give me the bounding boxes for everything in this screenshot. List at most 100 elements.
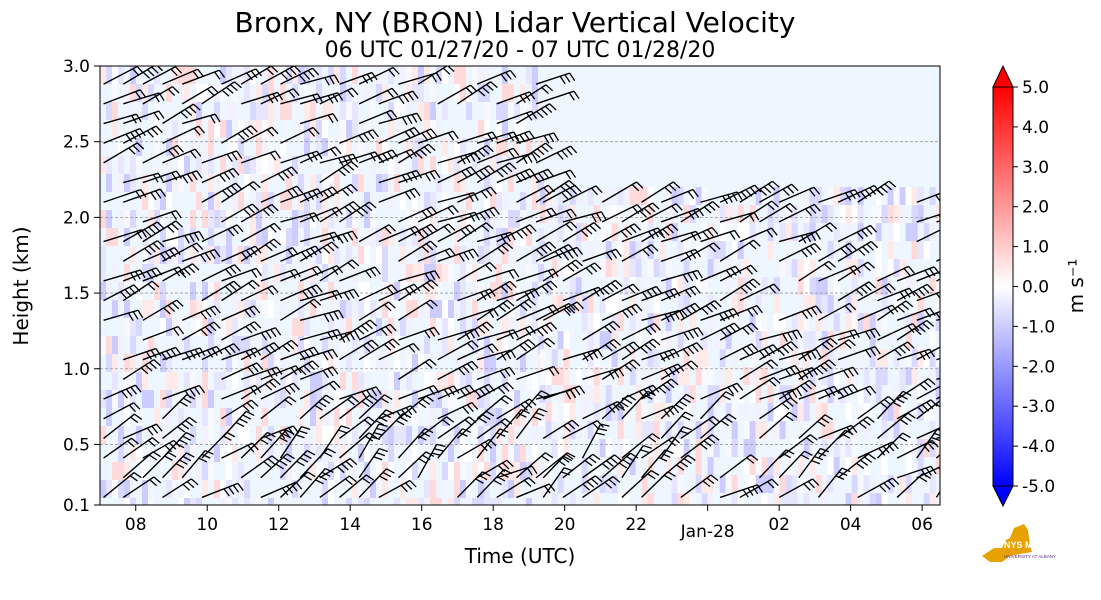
wind-barb-flag bbox=[282, 433, 292, 439]
velocity-cell bbox=[875, 313, 882, 332]
wind-barb-shaft bbox=[103, 437, 132, 459]
velocity-cell bbox=[406, 66, 412, 84]
wind-barb-flag bbox=[182, 435, 192, 441]
velocity-cell bbox=[923, 403, 930, 422]
wind-barb-flag bbox=[633, 341, 641, 349]
wind-barb-shaft bbox=[398, 223, 432, 243]
wind-barb-flag bbox=[633, 223, 642, 231]
velocity-cell bbox=[755, 277, 762, 296]
velocity-cell bbox=[238, 426, 244, 444]
velocity-cell bbox=[671, 439, 678, 458]
velocity-cell bbox=[118, 210, 124, 228]
wind-barb-flag bbox=[168, 149, 176, 158]
velocity-cell bbox=[532, 192, 538, 210]
wind-barb-shaft bbox=[896, 283, 928, 302]
velocity-cell bbox=[683, 241, 690, 260]
wind-barb-flag bbox=[604, 344, 613, 352]
wind-barb-flag bbox=[905, 300, 914, 308]
velocity-cell bbox=[466, 372, 472, 390]
velocity-cell bbox=[238, 246, 244, 264]
wind-barb-flag bbox=[463, 252, 470, 261]
wind-barb-shaft bbox=[476, 459, 508, 479]
wind-barb-shaft bbox=[260, 382, 294, 400]
wind-barb-shaft bbox=[260, 396, 290, 420]
wind-barb-shaft bbox=[280, 471, 309, 498]
wind-barb-flag bbox=[449, 248, 456, 257]
wind-barb-flag bbox=[517, 412, 527, 418]
velocity-cell bbox=[502, 282, 508, 300]
wind-barb-flag bbox=[409, 189, 416, 198]
velocity-cell bbox=[605, 187, 612, 206]
velocity-cell bbox=[262, 120, 268, 138]
velocity-cell bbox=[196, 156, 202, 174]
velocity-cell bbox=[923, 241, 930, 260]
velocity-cell bbox=[635, 241, 642, 260]
wind-barb-shaft bbox=[319, 395, 353, 420]
velocity-cell bbox=[737, 223, 744, 242]
velocity-cell bbox=[106, 408, 112, 426]
wind-barb-flag bbox=[460, 229, 468, 237]
velocity-cell bbox=[388, 444, 394, 462]
wind-barb-flag bbox=[386, 111, 393, 120]
velocity-cell bbox=[538, 462, 544, 480]
wind-barb-flag bbox=[922, 444, 930, 453]
wind-barb-flag bbox=[288, 385, 296, 393]
wind-barb-shaft bbox=[877, 341, 909, 361]
wind-barb-flag bbox=[531, 465, 538, 475]
velocity-cell bbox=[911, 187, 918, 206]
velocity-cell bbox=[460, 84, 466, 102]
wind-barb-flag bbox=[612, 403, 620, 411]
wind-barb-flag bbox=[773, 376, 781, 384]
velocity-cell bbox=[563, 439, 570, 458]
wind-barb-flag bbox=[628, 344, 637, 352]
wind-barb-flag bbox=[135, 190, 142, 200]
wind-barb-flag bbox=[191, 172, 198, 181]
wind-barb-flag bbox=[709, 302, 718, 310]
wind-barb-flag bbox=[713, 242, 721, 250]
wind-barb-flag bbox=[850, 425, 858, 434]
wind-barb-flag bbox=[863, 264, 871, 272]
wind-barb-flag bbox=[264, 383, 273, 391]
velocity-cell bbox=[178, 498, 184, 505]
wind-barb-flag bbox=[907, 412, 916, 419]
wind-barb-flag bbox=[631, 184, 640, 192]
velocity-cell bbox=[424, 192, 430, 210]
wind-barb-flag bbox=[952, 473, 961, 476]
velocity-cell bbox=[352, 66, 358, 84]
velocity-cell bbox=[869, 349, 876, 368]
wind-barb-flag bbox=[473, 328, 480, 337]
velocity-cell bbox=[124, 264, 130, 282]
velocity-cell bbox=[653, 349, 660, 368]
velocity-cell bbox=[809, 475, 816, 494]
wind-barb-flag bbox=[556, 152, 564, 160]
velocity-cell bbox=[472, 498, 478, 505]
velocity-cell bbox=[466, 264, 472, 282]
wind-barb-flag bbox=[416, 113, 423, 122]
velocity-cell bbox=[322, 408, 328, 426]
velocity-cell bbox=[466, 210, 472, 228]
wind-barb-flag bbox=[866, 416, 875, 423]
velocity-cell bbox=[514, 354, 520, 372]
wind-barb-flag bbox=[958, 270, 964, 277]
wind-barb-flag bbox=[722, 394, 731, 401]
wind-barb-flag bbox=[697, 327, 704, 336]
wind-barb-flag bbox=[688, 330, 695, 339]
wind-barb-shaft bbox=[397, 451, 427, 479]
wind-barb-flag bbox=[198, 385, 206, 394]
wind-barb-flag bbox=[806, 309, 813, 318]
velocity-cell bbox=[130, 174, 136, 192]
velocity-cell bbox=[869, 331, 876, 350]
wind-barb-flag bbox=[624, 398, 633, 405]
wind-barb-flag bbox=[810, 350, 817, 359]
wind-barb-shaft bbox=[319, 475, 350, 498]
velocity-cell bbox=[713, 439, 720, 458]
wind-barb-shaft bbox=[260, 247, 293, 262]
velocity-cell bbox=[400, 318, 406, 336]
wind-barb-shaft bbox=[641, 288, 675, 302]
wind-barb-flag bbox=[712, 416, 721, 423]
velocity-cell bbox=[593, 367, 600, 386]
velocity-cell bbox=[899, 187, 906, 206]
velocity-cell bbox=[418, 66, 424, 84]
velocity-cell bbox=[268, 300, 274, 318]
velocity-cell bbox=[418, 264, 424, 282]
